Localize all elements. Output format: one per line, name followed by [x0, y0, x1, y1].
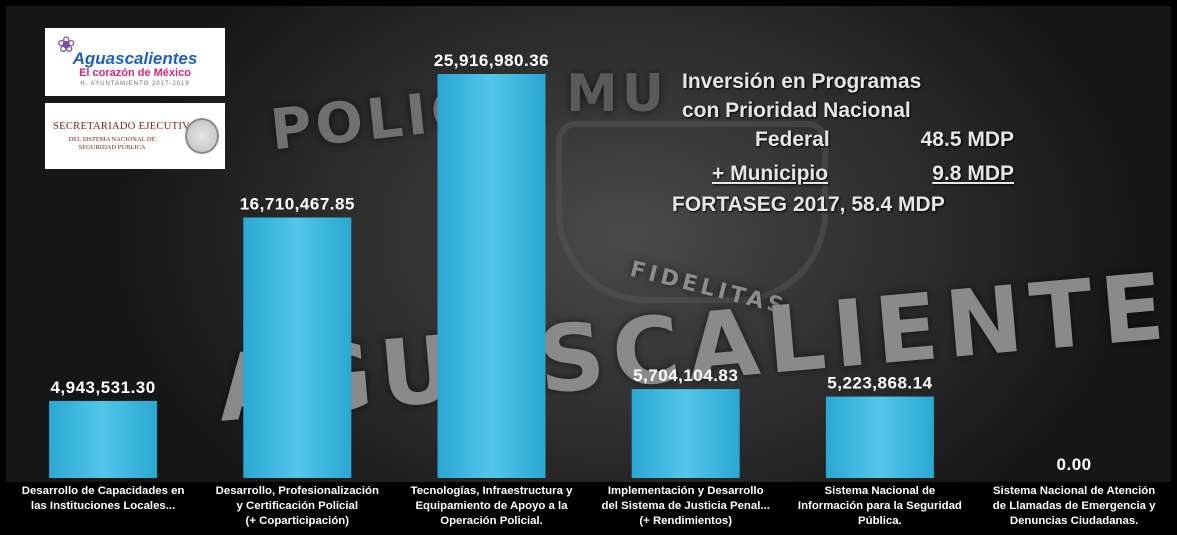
category-label-4: Sistema Nacional de Información para la …: [797, 485, 962, 527]
value-labels-group: 4,943,531.30 16,710,467.85 25,916,980.36 5,…: [50, 51, 1091, 474]
city-logo-name: Aguascalientes: [72, 49, 198, 68]
value-label-0: 4,943,531.30: [50, 378, 155, 397]
municipio-label: + Municipio: [712, 162, 829, 185]
category-label-5: Sistema Nacional de Atención de Llamadas…: [992, 485, 1156, 527]
city-emblem-icon: ❀: [57, 32, 76, 57]
bars-group: [49, 74, 934, 478]
value-label-2: 25,916,980.36: [434, 51, 549, 70]
city-logo: ❀ Aguascalientes El corazón de México H.…: [45, 28, 225, 96]
value-label-4: 5,223,868.14: [827, 374, 932, 393]
municipio-value: 9.8 MDP: [932, 162, 1014, 185]
bar-4: [825, 396, 934, 478]
category-label-0: Desarrollo de Capacidades en las Institu…: [21, 485, 185, 512]
federal-label: Federal: [755, 128, 830, 151]
info-title-line1: Inversión en Programas: [682, 70, 922, 93]
agency-logo-title: SECRETARIADO EJECUTIVO: [53, 121, 198, 132]
category-label-1: Desarrollo, Profesionalización y Certifi…: [215, 485, 379, 527]
value-label-1: 16,710,467.85: [240, 195, 355, 214]
agency-logo: SECRETARIADO EJECUTIVO DEL SISTEMA NACIO…: [45, 103, 225, 169]
value-label-5: 0.00: [1057, 455, 1092, 474]
value-label-3: 5,704,104.83: [633, 366, 738, 385]
info-title-line2: con Prioridad Nacional: [682, 99, 911, 122]
category-label-2: Tecnologías, Infraestructura y Equipamie…: [410, 485, 573, 527]
bar-0: [49, 400, 158, 478]
national-seal-icon: [185, 118, 219, 154]
background-word-mu: MU: [566, 64, 668, 124]
agency-logo-subtitle: DEL SISTEMA NACIONAL DE SEGURIDAD PÚBLIC…: [68, 136, 156, 151]
total-line: FORTASEG 2017, 58.4 MDP: [672, 193, 945, 216]
category-label-3: Implementación y Desarrollo del Sistema …: [601, 485, 770, 527]
badge-shield-outline: [556, 121, 828, 303]
bar-2: [437, 74, 546, 478]
city-logo-subtitle: H. AYUNTAMIENTO 2017-2019: [80, 81, 190, 87]
federal-value: 48.5 MDP: [920, 128, 1014, 151]
bar-1: [243, 217, 352, 478]
bar-3: [631, 389, 740, 478]
city-logo-tagline: El corazón de México: [79, 67, 191, 79]
